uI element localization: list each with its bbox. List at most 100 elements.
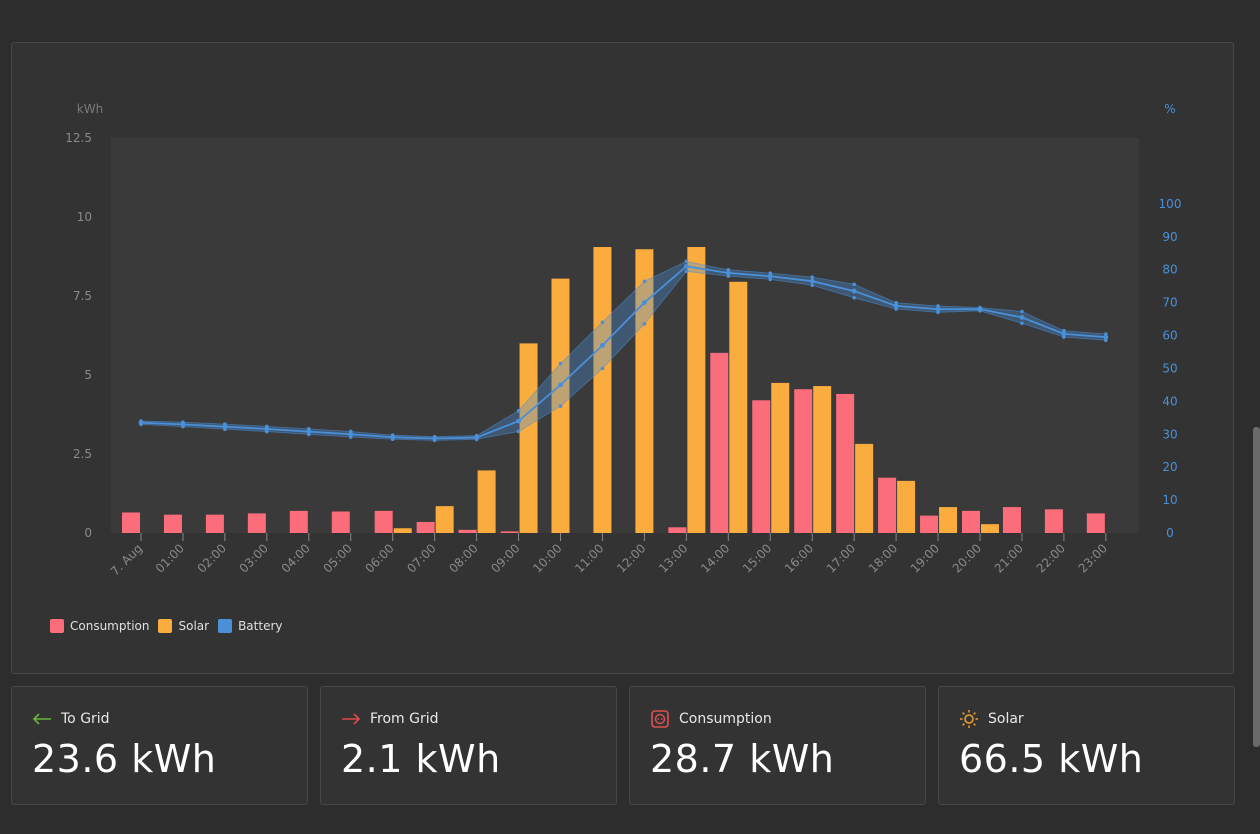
solar-bar[interactable]	[855, 443, 874, 533]
legend-solar[interactable]: Solar	[158, 619, 209, 633]
solar-bar[interactable]	[771, 382, 790, 533]
x-tick-label: 05:00	[321, 541, 355, 575]
consumption-bar[interactable]	[794, 389, 813, 533]
battery-point[interactable]	[767, 273, 773, 279]
plug-icon	[649, 709, 671, 729]
x-tick-label: 19:00	[908, 541, 942, 575]
solar-bar[interactable]	[635, 249, 654, 533]
solar-bar[interactable]	[897, 480, 916, 533]
battery-max-point	[810, 275, 814, 279]
x-tick-label: 21:00	[992, 541, 1026, 575]
battery-max-point	[600, 320, 605, 325]
solar-bar[interactable]	[519, 343, 538, 533]
left-tick-label: 10	[77, 210, 92, 224]
battery-point[interactable]	[893, 303, 899, 309]
scrollbar[interactable]	[1253, 427, 1260, 747]
x-tick-label: 12:00	[614, 541, 648, 575]
battery-max-point	[1020, 309, 1024, 314]
consumption-bar[interactable]	[878, 477, 897, 533]
battery-min-point	[558, 404, 563, 408]
consumption-bar[interactable]	[710, 352, 729, 533]
battery-min-point	[223, 427, 227, 432]
consumption-bar[interactable]	[1044, 509, 1063, 533]
x-tick-label: 06:00	[362, 541, 396, 575]
solar-bar[interactable]	[393, 528, 412, 533]
chart-legend: Consumption Solar Battery	[50, 619, 283, 633]
battery-point[interactable]	[1019, 314, 1025, 320]
consumption-bar[interactable]	[331, 511, 350, 533]
right-tick-label: 20	[1162, 460, 1177, 474]
battery-min-point	[642, 322, 647, 326]
solar-bar[interactable]	[813, 386, 832, 533]
battery-point[interactable]	[851, 288, 857, 294]
consumption-bar[interactable]	[122, 512, 140, 533]
right-tick-label: 90	[1162, 230, 1177, 244]
consumption-bar[interactable]	[374, 510, 393, 533]
x-tick-label: 16:00	[782, 541, 816, 575]
battery-point[interactable]	[725, 270, 731, 276]
x-tick-label: 07:00	[404, 541, 438, 575]
battery-max-point	[852, 282, 856, 287]
battery-min-point	[936, 310, 940, 315]
consumption-bar[interactable]	[668, 527, 687, 533]
x-tick-label: 13:00	[656, 541, 690, 575]
right-tick-label: 0	[1166, 526, 1174, 540]
x-tick-label: 11:00	[572, 541, 606, 575]
battery-point[interactable]	[600, 342, 605, 348]
right-tick-label: 30	[1162, 427, 1177, 441]
right-tick-label: 60	[1162, 329, 1177, 343]
legend-swatch-consumption	[50, 619, 64, 633]
consumption-bar[interactable]	[247, 513, 266, 533]
battery-max-point	[139, 419, 143, 423]
battery-point[interactable]	[1103, 334, 1109, 340]
consumption-bar[interactable]	[1002, 507, 1021, 533]
battery-min-point	[978, 309, 982, 313]
consumption-bar[interactable]	[1086, 513, 1105, 533]
left-axis-unit: kWh	[77, 102, 103, 116]
solar-bar[interactable]	[593, 247, 612, 533]
consumption-bar[interactable]	[836, 393, 855, 533]
solar-bar[interactable]	[981, 524, 999, 533]
consumption-bar[interactable]	[205, 514, 224, 533]
left-tick-label: 12.5	[65, 131, 92, 145]
battery-max-point	[684, 259, 689, 264]
solar-bar[interactable]	[729, 281, 748, 533]
battery-min-point	[348, 435, 353, 439]
legend-battery[interactable]: Battery	[218, 619, 283, 633]
left-tick-label: 5	[84, 368, 92, 382]
solar-bar[interactable]	[477, 470, 496, 533]
consumption-bar[interactable]	[416, 521, 435, 533]
consumption-bar[interactable]	[962, 510, 980, 533]
battery-max-point	[978, 305, 982, 310]
battery-point[interactable]	[264, 426, 270, 432]
battery-point[interactable]	[1061, 331, 1067, 337]
battery-min-point	[307, 432, 311, 437]
battery-point[interactable]	[306, 429, 312, 435]
battery-point[interactable]	[642, 300, 647, 305]
consumption-bar[interactable]	[289, 510, 308, 533]
consumption-label: Consumption	[679, 711, 772, 727]
battery-min-point	[516, 429, 521, 434]
right-tick-label: 70	[1162, 296, 1177, 310]
consumption-bar[interactable]	[500, 531, 519, 533]
battery-point[interactable]	[683, 263, 689, 269]
x-tick-label: 7. Aug	[108, 541, 145, 578]
solar-bar[interactable]	[939, 507, 958, 533]
solar-bar[interactable]	[435, 506, 454, 533]
consumption-bar[interactable]	[752, 400, 771, 533]
x-tick-label: 23:00	[1076, 541, 1110, 575]
battery-point[interactable]	[222, 424, 228, 430]
consumption-bar[interactable]	[163, 514, 182, 533]
consumption-bar[interactable]	[458, 529, 477, 533]
battery-point[interactable]	[558, 382, 563, 388]
legend-consumption[interactable]: Consumption	[50, 619, 149, 633]
battery-min-point	[1020, 321, 1024, 326]
solar-bar[interactable]	[687, 247, 706, 533]
x-tick-label: 04:00	[279, 541, 313, 575]
battery-point[interactable]	[348, 431, 354, 437]
consumption-bar[interactable]	[920, 515, 939, 533]
battery-point[interactable]	[809, 278, 815, 284]
to-grid-label: To Grid	[61, 711, 110, 727]
battery-point[interactable]	[516, 418, 521, 424]
battery-point[interactable]	[935, 306, 941, 312]
